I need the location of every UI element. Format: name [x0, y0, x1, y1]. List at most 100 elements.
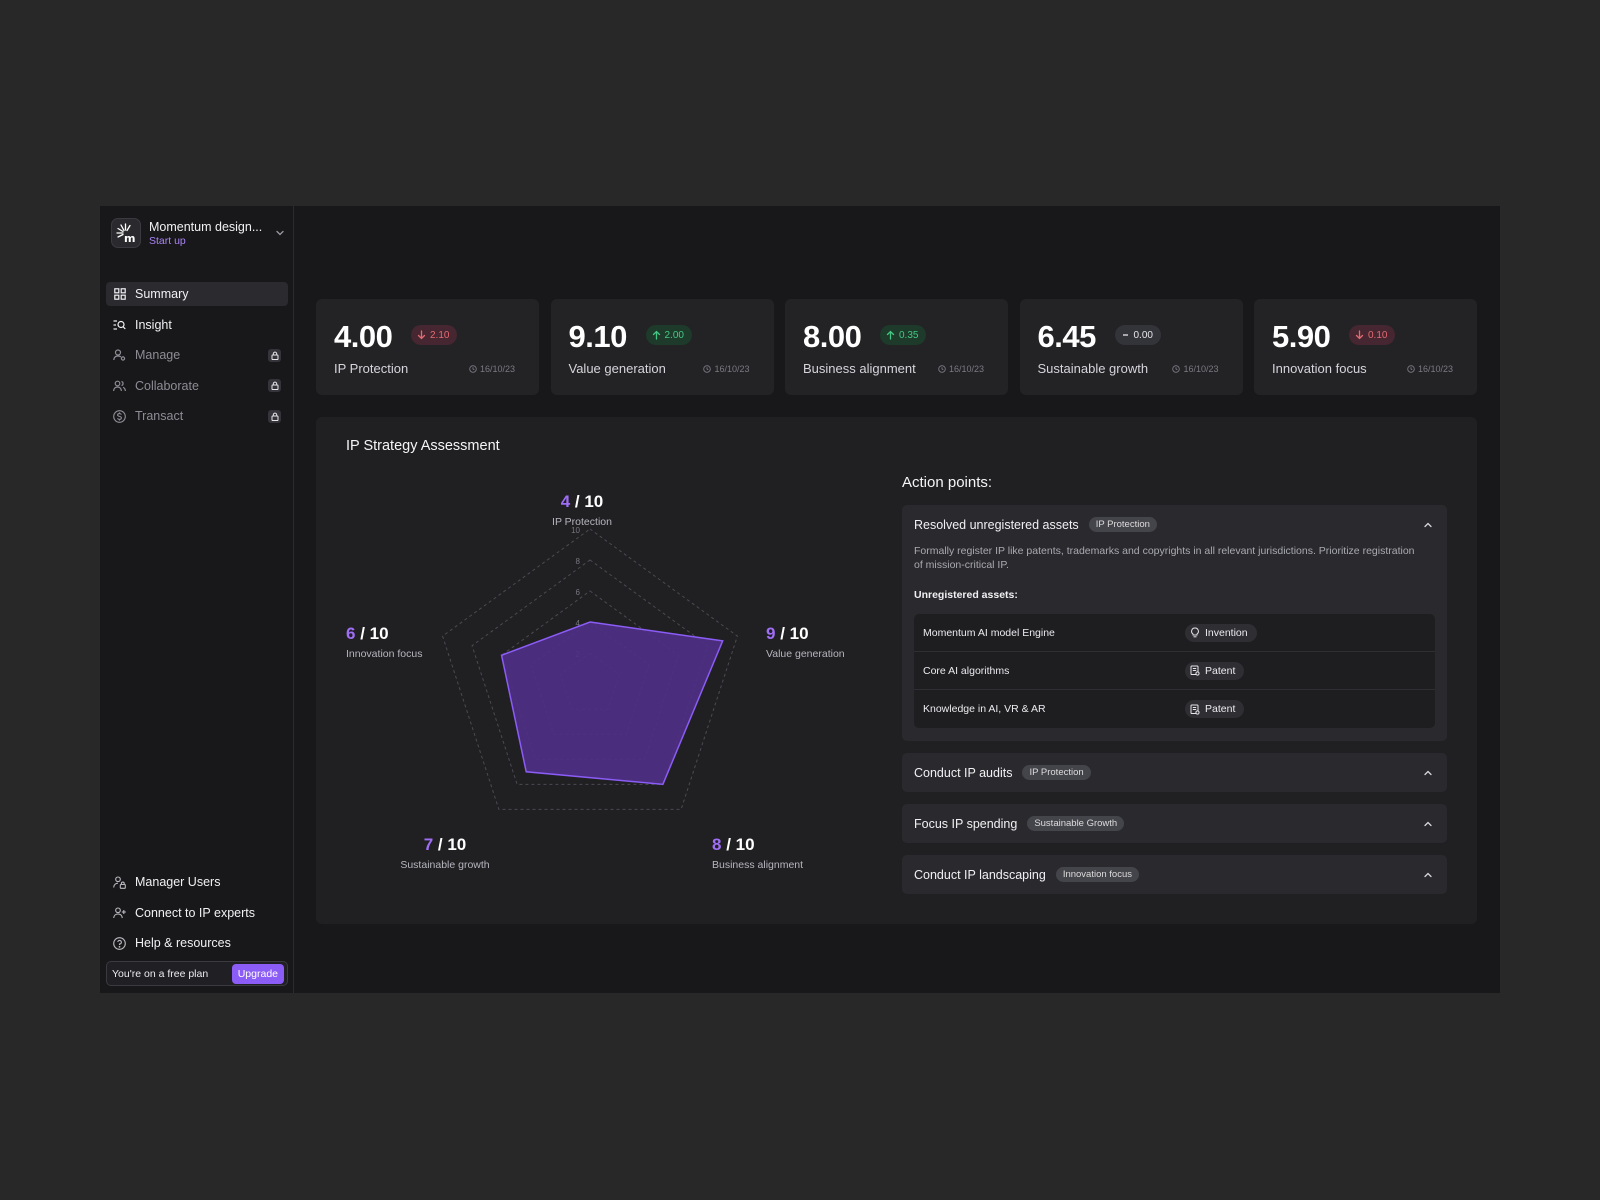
metric-change-badge: 0.10	[1349, 325, 1396, 345]
help-icon	[113, 936, 126, 950]
action-item-tag: IP Protection	[1088, 517, 1157, 532]
radar-grid-ring	[471, 559, 709, 785]
radar-score-max: / 10	[721, 835, 754, 854]
clock-icon	[1407, 365, 1415, 373]
action-item-header[interactable]: Focus IP spending Sustainable Growth	[902, 804, 1447, 843]
metric-card[interactable]: 8.00 0.35 Business alignment 16/10/23	[785, 299, 1008, 395]
action-item-ip-spending[interactable]: Focus IP spending Sustainable Growth	[902, 804, 1447, 843]
metric-date-text: 16/10/23	[948, 364, 984, 374]
plan-text: You're on a free plan	[112, 967, 209, 980]
action-item-title: Conduct IP landscaping	[914, 867, 1046, 882]
radar-score-value: 4	[561, 492, 571, 511]
table-row[interactable]: Momentum AI model Engine Invention	[914, 614, 1435, 652]
nav-label: Help & resources	[135, 936, 231, 951]
metric-change: 0.10	[1368, 329, 1388, 341]
asset-type-label: Patent	[1205, 703, 1236, 715]
nav-item-manager-users[interactable]: Manager Users	[106, 870, 288, 894]
chevron-up-icon[interactable]	[1421, 766, 1435, 780]
chevron-up-icon[interactable]	[1421, 817, 1435, 831]
arrow-down-icon	[1355, 330, 1364, 340]
upgrade-button[interactable]: Upgrade	[231, 963, 284, 984]
metric-value: 6.45	[1037, 319, 1097, 354]
table-row[interactable]: Core AI algorithms Patent	[914, 652, 1435, 690]
radar-axis-label: Innovation focus	[346, 648, 422, 660]
radar-score: 6 / 10	[346, 624, 389, 643]
nav-item-transact[interactable]: Transact	[106, 404, 288, 428]
nav-item-manage[interactable]: Manage	[106, 343, 288, 367]
metric-cards: 4.00 2.10 IP Protection 16/10/23 9.10 2.00 Val…	[316, 299, 1477, 395]
radar-score-value: 6	[346, 624, 355, 643]
action-item-tag: IP Protection	[1022, 765, 1091, 780]
metric-card[interactable]: 9.10 2.00 Value generation 16/10/23	[550, 299, 774, 395]
radar-score-max: / 10	[570, 492, 603, 511]
asset-type-badge: Patent	[1185, 700, 1245, 718]
org-name: Momentum design...	[149, 219, 263, 234]
action-item-tag: Innovation focus	[1055, 867, 1139, 882]
metric-card[interactable]: 6.45 0.00 Sustainable growth 16/10/23	[1019, 299, 1243, 395]
nav-item-connect-experts[interactable]: Connect to IP experts	[106, 901, 288, 925]
radar-score-max: / 10	[433, 835, 466, 854]
action-item-expanded: Resolved unregistered assets IP Protecti…	[902, 505, 1447, 741]
metric-change-badge: 2.10	[411, 325, 458, 345]
action-item-header[interactable]: Conduct IP landscaping Innovation focus	[902, 855, 1447, 894]
radar-score: 7 / 10	[424, 835, 467, 854]
action-item-tag: Sustainable Growth	[1027, 816, 1125, 831]
metric-label: IP Protection	[334, 361, 409, 376]
clock-icon	[469, 365, 477, 373]
nav-label: Connect to IP experts	[135, 905, 255, 920]
table-row[interactable]: Knowledge in AI, VR & AR Patent	[914, 690, 1435, 728]
insight-icon	[113, 318, 126, 331]
action-item-ip-landscaping[interactable]: Conduct IP landscaping Innovation focus	[902, 855, 1447, 894]
metric-card[interactable]: 5.90 0.10 Innovation focus 16/10/23	[1254, 299, 1477, 395]
action-item-header[interactable]: Resolved unregistered assets IP Protecti…	[902, 505, 1447, 544]
radar-data-area	[500, 621, 724, 786]
main-nav: Summary Insight Manage Collaborate Trans…	[106, 282, 288, 435]
nav-item-collaborate[interactable]: Collaborate	[106, 374, 288, 398]
chevron-up-icon[interactable]	[1421, 868, 1435, 882]
action-item-description: Formally register IP like patents, trade…	[914, 545, 1415, 571]
lock-icon	[268, 379, 281, 393]
radar-grid-ring	[441, 528, 739, 810]
metric-date: 16/10/23	[469, 364, 515, 374]
metric-change-badge: 2.00	[645, 325, 692, 345]
svg-text:m: m	[124, 232, 135, 245]
metric-value: 9.10	[568, 319, 628, 354]
metric-change: 2.00	[664, 329, 684, 341]
bottom-nav: Manager Users Connect to IP experts Help…	[106, 870, 288, 962]
metric-label: Value generation	[568, 361, 666, 376]
radar-tick-label: 8	[576, 557, 581, 566]
manage-icon	[113, 349, 126, 362]
lock-icon	[268, 348, 281, 362]
nav-item-help[interactable]: Help & resources	[106, 931, 288, 955]
chevron-down-icon[interactable]	[273, 226, 287, 240]
org-logo: m	[111, 218, 141, 248]
org-logo-icon: m	[116, 223, 135, 245]
metric-date: 16/10/23	[938, 364, 984, 374]
action-item-header[interactable]: Conduct IP audits IP Protection	[902, 753, 1447, 792]
metric-change-badge: 0.35	[880, 325, 927, 345]
metric-date: 16/10/23	[703, 364, 750, 374]
metric-card[interactable]: 4.00 2.10 IP Protection 16/10/23	[316, 299, 539, 395]
action-item-title: Resolved unregistered assets	[914, 517, 1079, 532]
metric-value: 8.00	[803, 319, 862, 354]
metric-value: 5.90	[1272, 319, 1331, 354]
clock-icon	[703, 365, 712, 373]
arrow-up-icon	[652, 330, 660, 340]
metric-label: Sustainable growth	[1037, 361, 1149, 376]
chevron-up-icon[interactable]	[1421, 518, 1435, 532]
action-item-title: Conduct IP audits	[914, 765, 1013, 780]
asset-type-badge: Invention	[1185, 623, 1257, 642]
org-plan: Start up	[149, 234, 186, 247]
nav-item-insight[interactable]: Insight	[106, 313, 288, 337]
user-plus-icon	[113, 906, 126, 919]
asset-type-badge: Patent	[1185, 661, 1245, 680]
radar-axis-label: Value generation	[766, 648, 845, 660]
metric-change: 0.35	[899, 329, 919, 341]
metric-label: Innovation focus	[1272, 361, 1367, 376]
metric-value: 4.00	[334, 319, 393, 354]
action-item-ip-audits[interactable]: Conduct IP audits IP Protection	[902, 753, 1447, 792]
nav-item-summary[interactable]: Summary	[106, 282, 288, 306]
org-switcher[interactable]: m Momentum design... Start up	[111, 217, 287, 249]
